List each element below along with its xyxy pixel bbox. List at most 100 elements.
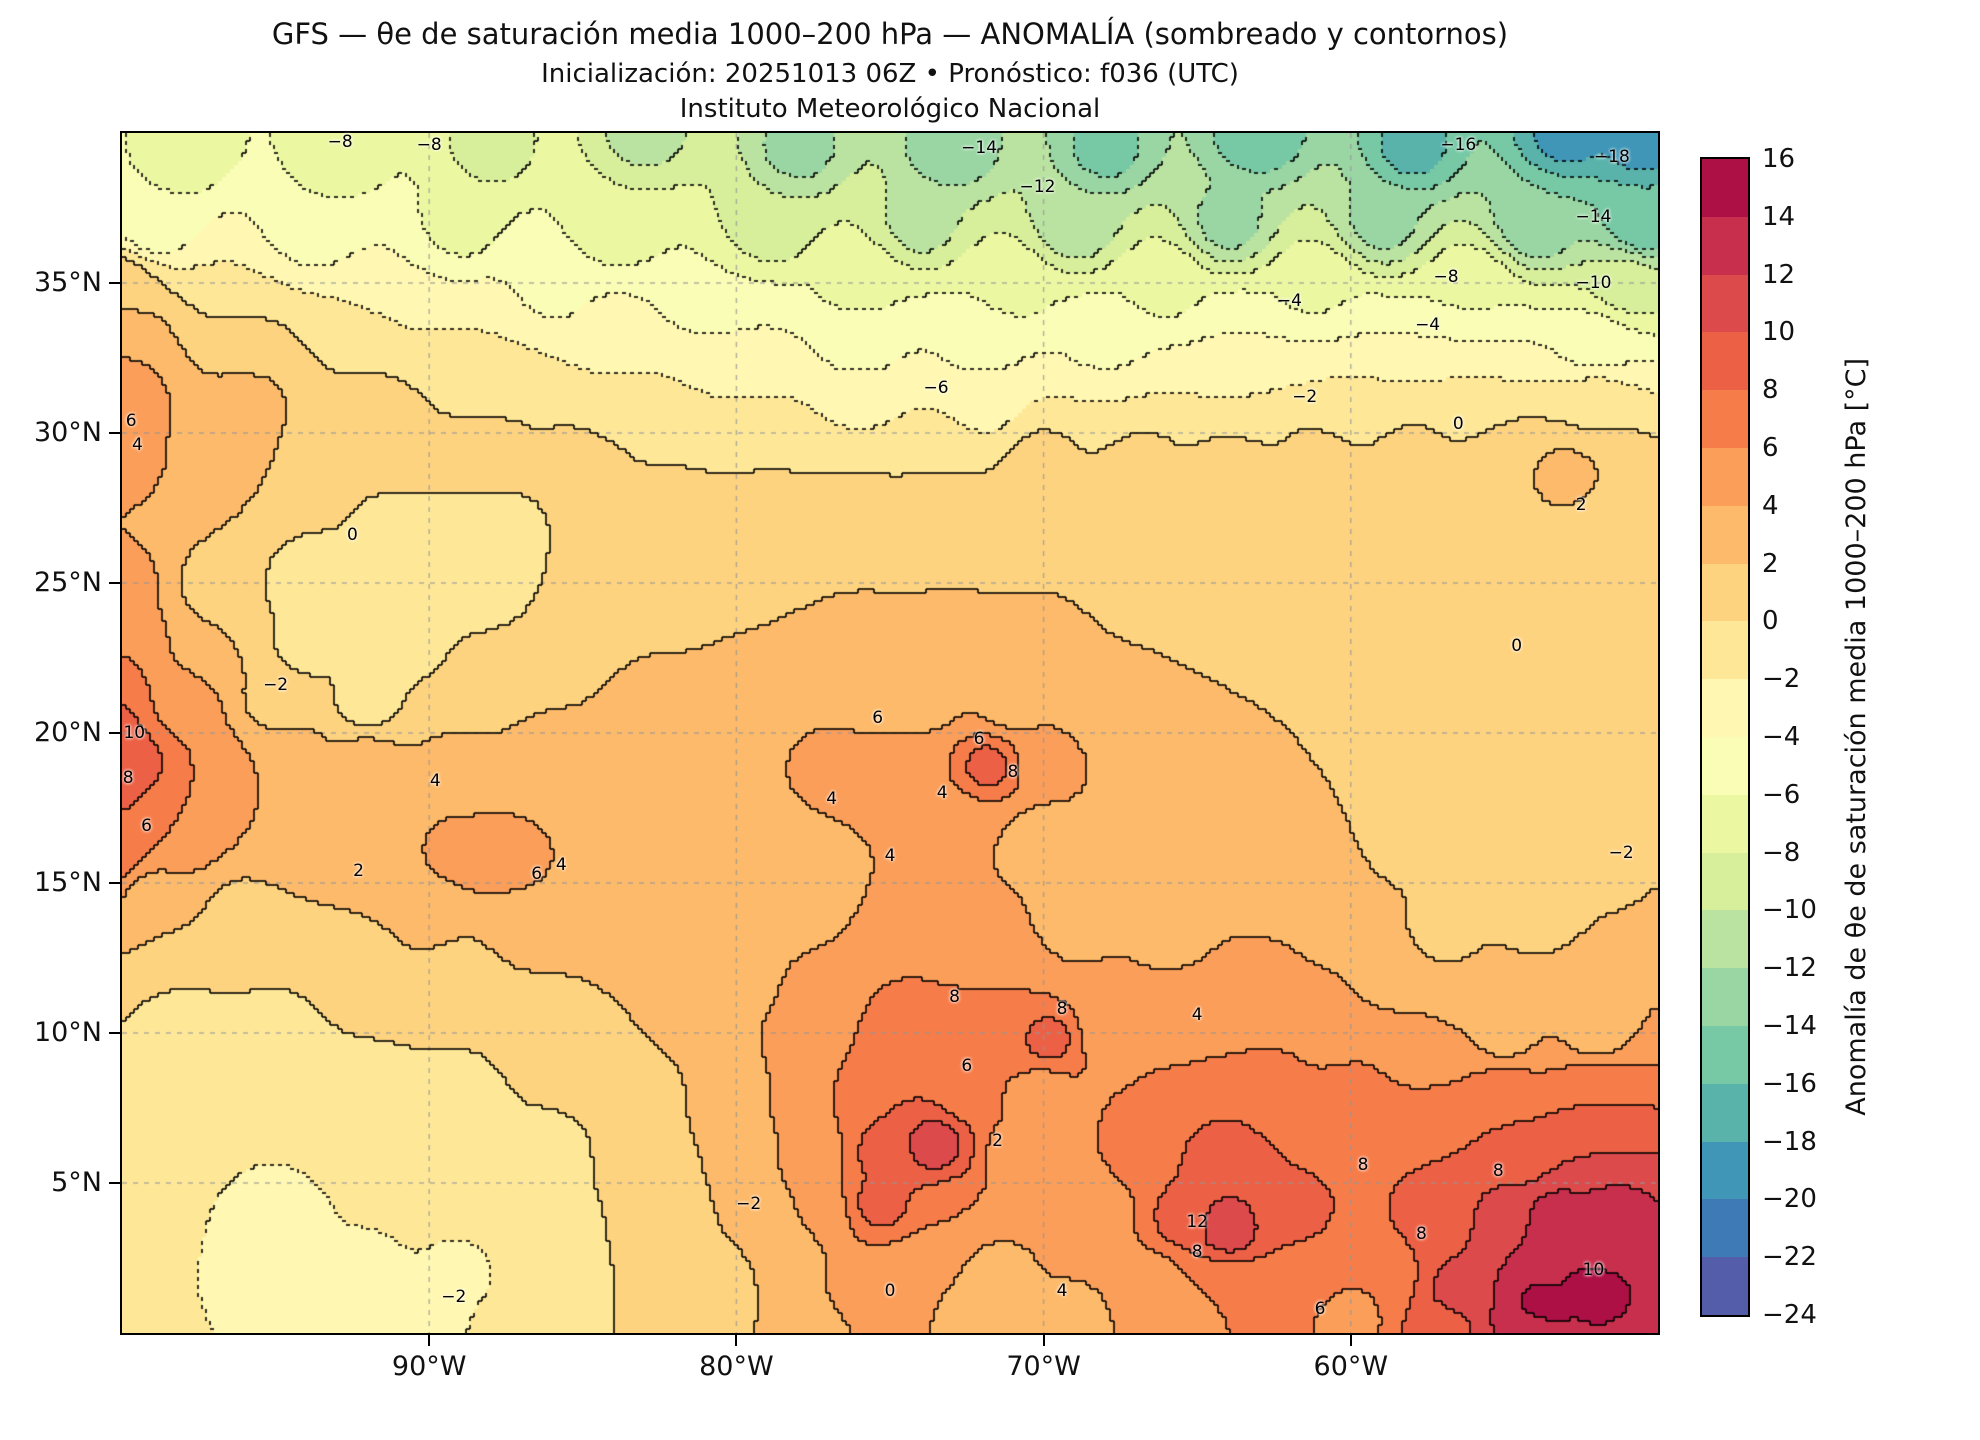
- contour-label: 4: [936, 783, 948, 803]
- colorbar-tick-label: 8: [1762, 375, 1779, 406]
- chart-subtitle-institute: Instituto Meteorológico Nacional: [679, 94, 1101, 125]
- y-tick-mark: [109, 732, 120, 734]
- colorbar-tick-label: −18: [1762, 1126, 1817, 1157]
- y-tick-label: 5°N: [51, 1167, 102, 1198]
- colorbar-tick-label: −2: [1762, 664, 1801, 695]
- colorbar-segment: [1702, 852, 1748, 911]
- contour-label: 4: [555, 855, 567, 875]
- x-tick-label: 90°W: [391, 1351, 467, 1382]
- colorbar-segment: [1702, 448, 1748, 506]
- contour-label: 6: [872, 708, 884, 728]
- contour-label: −2: [1292, 387, 1318, 407]
- colorbar-tick-label: −14: [1762, 1011, 1817, 1041]
- colorbar-tick-label: −12: [1762, 953, 1817, 984]
- contour-label: 0: [884, 1281, 896, 1301]
- colorbar-tick-label: 4: [1762, 490, 1779, 521]
- map-area: −8 −8 −14 −12 −16 −18 −14 −10 −8 −4 −4 −6 −2 0 2 0 −2 6 4 1…: [34, 131, 1658, 1382]
- contour-label: 4: [884, 846, 896, 866]
- contour-label: 0: [1452, 414, 1464, 434]
- colorbar-segment: [1702, 1199, 1748, 1258]
- contour-label: 6: [125, 411, 137, 431]
- y-tick-mark: [109, 1032, 120, 1034]
- colorbar-tick-label: −8: [1762, 837, 1801, 868]
- colorbar-segment: [1702, 910, 1748, 969]
- contour-label: −8: [327, 131, 353, 152]
- contour-label: 6: [141, 816, 152, 836]
- y-tick-mark: [109, 882, 120, 884]
- colorbar-tick-label: −6: [1762, 779, 1801, 810]
- contour-label: 8: [1056, 999, 1068, 1019]
- y-tick-mark: [109, 432, 120, 434]
- colorbar-tick-label: −10: [1762, 895, 1817, 926]
- contour-label: −2: [441, 1287, 467, 1307]
- contour-label: 12: [1186, 1212, 1209, 1232]
- x-tick-mark: [1349, 1335, 1352, 1346]
- contour-label: −18: [1593, 146, 1630, 167]
- contour-label: −2: [1608, 843, 1634, 863]
- colorbar-tick-label: −22: [1762, 1242, 1817, 1273]
- y-tick-label: 10°N: [33, 1017, 102, 1048]
- contour-label: 8: [1416, 1224, 1427, 1244]
- colorbar-title: Anomalía de θe de saturación media 1000–…: [1840, 358, 1872, 1116]
- contour-label: 8: [1191, 1242, 1203, 1262]
- contour-label: −8: [1433, 267, 1459, 287]
- colorbar-segment: [1702, 621, 1748, 680]
- contour-label: 8: [1492, 1161, 1504, 1181]
- map-canvas: [122, 133, 1658, 1333]
- colorbar-tick-label: −20: [1762, 1184, 1817, 1215]
- colorbar-segment: [1702, 737, 1748, 795]
- colorbar-segment: [1702, 1083, 1748, 1142]
- colorbar-tick-label: 6: [1762, 433, 1779, 463]
- colorbar-segment: [1702, 505, 1748, 564]
- contour-label: 0: [1511, 636, 1523, 656]
- y-tick-mark: [109, 582, 120, 584]
- contour-label: −2: [736, 1194, 762, 1214]
- colorbar: 16 14 12 10 8 6 4 2 0 −2 −4 −6 −8 −10 −12 −14 −16 −18 −20 −…: [1702, 144, 1817, 1330]
- contour-label: 2: [353, 861, 364, 881]
- contour-label: −16: [1440, 134, 1477, 155]
- contour-label: 6: [1314, 1299, 1326, 1319]
- x-tick-label: 60°W: [1313, 1351, 1389, 1382]
- colorbar-segment: [1702, 794, 1748, 853]
- contour-label: 4: [1056, 1281, 1068, 1301]
- colorbar-segment: [1702, 390, 1748, 448]
- x-tick-label: 80°W: [699, 1351, 774, 1382]
- colorbar-tick-label: 16: [1762, 144, 1796, 174]
- contour-label: 4: [131, 435, 143, 455]
- title-block: GFS — θe de saturación media 1000–200 hP…: [122, 16, 1658, 127]
- chart-subtitle-init: Inicialización: 20251013 06Z • Pronóstic…: [541, 58, 1239, 89]
- contour-label: −12: [1019, 177, 1056, 197]
- colorbar-tick-label: −24: [1762, 1300, 1817, 1330]
- contour-label: 10: [1582, 1260, 1605, 1280]
- colorbar-segment: [1702, 332, 1748, 391]
- colorbar-segment: [1702, 968, 1748, 1026]
- colorbar-tick-label: 2: [1762, 548, 1779, 579]
- colorbar-tick-label: −4: [1762, 722, 1801, 752]
- x-tick-mark: [735, 1335, 738, 1346]
- contour-label: 6: [973, 729, 985, 749]
- contour-label: −4: [1415, 315, 1441, 335]
- contour-label: −4: [1276, 291, 1302, 311]
- colorbar-tick-label: 10: [1762, 317, 1796, 348]
- contour-label: 4: [1191, 1005, 1203, 1025]
- colorbar-segment: [1702, 159, 1748, 217]
- y-tick-label: 20°N: [33, 717, 102, 748]
- colorbar-segment: [1702, 216, 1748, 275]
- x-tick-label: 70°W: [1006, 1351, 1081, 1382]
- y-tick-mark: [109, 282, 120, 284]
- contour-label: −2: [263, 675, 289, 695]
- y-tick-label: 35°N: [33, 267, 102, 298]
- colorbar-title-wrap: Anomalía de θe de saturación media 1000–…: [1828, 159, 1884, 1315]
- colorbar-tick-label: −16: [1762, 1068, 1817, 1099]
- contour-label: 2: [1575, 495, 1587, 515]
- colorbar-segment: [1702, 1257, 1748, 1315]
- contour-label: −14: [961, 138, 998, 158]
- colorbar-segment: [1702, 563, 1748, 622]
- contour-label: 10: [123, 723, 146, 743]
- contour-label: 4: [429, 771, 441, 791]
- contour-label: −14: [1575, 207, 1612, 227]
- y-tick-label: 30°N: [33, 417, 102, 448]
- colorbar-tick-label: 14: [1762, 201, 1796, 232]
- contour-label: 6: [961, 1056, 973, 1076]
